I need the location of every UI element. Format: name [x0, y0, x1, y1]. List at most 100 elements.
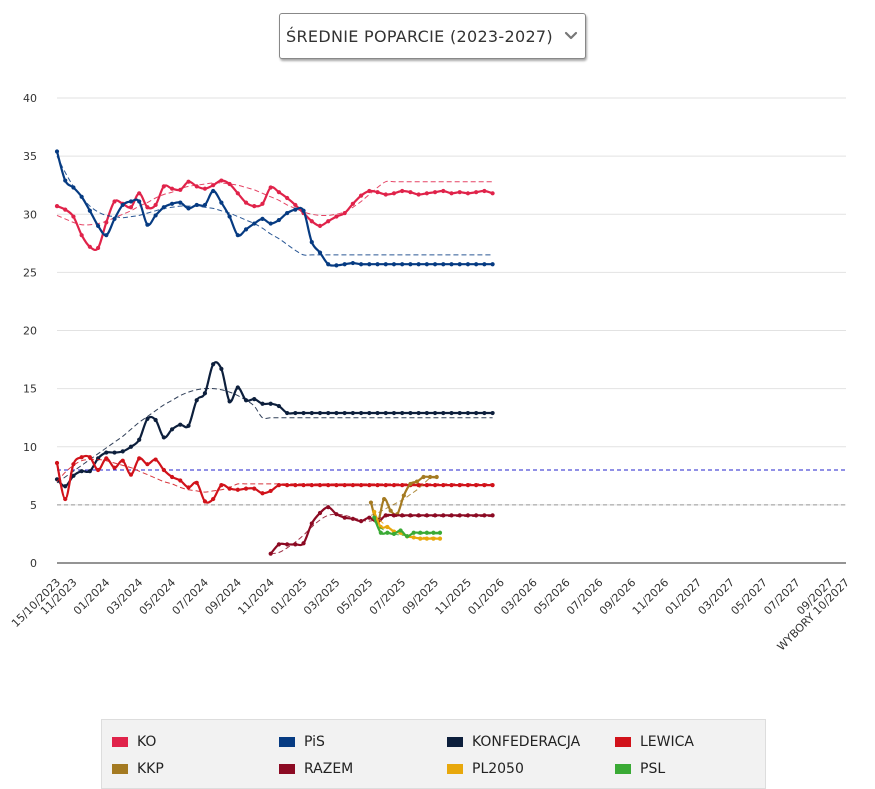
ko-point: [276, 190, 282, 195]
razem-point: [342, 515, 347, 520]
pis-point: [260, 216, 265, 221]
pl2050-point: [372, 509, 377, 514]
pl2050-point: [411, 535, 416, 540]
lewica-point: [375, 483, 380, 488]
ko-point: [416, 192, 421, 197]
lewica-point: [260, 491, 265, 496]
konfederacja-point: [63, 484, 68, 489]
ko-point: [465, 191, 471, 196]
legend-item-ko[interactable]: KO: [112, 734, 156, 750]
konfederacja-trend-line: [56, 387, 493, 484]
lewica-point: [178, 478, 183, 483]
ko-point: [161, 184, 166, 189]
kkp-point: [401, 493, 406, 498]
konfederacja-point: [482, 410, 487, 416]
legend-item-pis[interactable]: PiS: [279, 734, 325, 750]
pis-point: [424, 262, 429, 267]
ko-point: [169, 186, 175, 191]
razem-point: [309, 521, 314, 526]
lewica-point: [219, 483, 224, 488]
pis-point: [449, 262, 454, 267]
lewica-point: [63, 496, 68, 502]
razem-point: [358, 519, 364, 524]
razem-point: [301, 541, 306, 546]
lewica-point: [301, 483, 306, 488]
ko-point: [342, 210, 347, 216]
kkp-trend-line: [370, 477, 437, 516]
pl2050-point: [418, 536, 423, 541]
ko-point: [432, 190, 438, 195]
ko-point: [457, 190, 462, 195]
ko-point: [350, 201, 355, 206]
ko-point: [293, 202, 298, 208]
period-selector-dropdown[interactable]: ŚREDNIE POPARCIE (2023-2027): [279, 13, 586, 59]
legend-item-konfederacja[interactable]: KONFEDERACJA: [447, 734, 580, 750]
razem-point: [293, 542, 298, 547]
razem-point: [474, 513, 479, 518]
lewica-point: [153, 457, 158, 462]
pis-point: [95, 223, 101, 228]
ko-point: [79, 233, 84, 238]
ko-point: [137, 191, 142, 196]
y-tick-label: 10: [23, 441, 37, 454]
pis-point: [178, 200, 183, 205]
pis-point: [285, 210, 290, 216]
razem-point: [408, 513, 413, 518]
pis-point: [457, 262, 462, 267]
legend-swatch: [615, 737, 631, 747]
lewica-point: [235, 487, 240, 492]
razem-point: [334, 512, 339, 517]
konfederacja-point: [391, 410, 397, 416]
pis-point: [235, 233, 240, 238]
legend-swatch: [615, 764, 631, 774]
pis-point: [79, 194, 84, 199]
ko-point: [202, 186, 208, 191]
razem-point: [268, 551, 273, 556]
konfederacja-point: [153, 417, 158, 423]
pis-point: [293, 207, 298, 212]
y-tick-label: 15: [23, 383, 37, 396]
lewica-point: [317, 483, 323, 488]
ko-point: [128, 205, 134, 210]
pis-point: [350, 260, 355, 266]
lewica-point: [424, 483, 429, 488]
konfederacja-point: [334, 410, 339, 416]
pl2050-point: [385, 524, 390, 530]
konfederacja-point: [161, 435, 166, 440]
legend-label: PSL: [640, 761, 666, 777]
legend-item-kkp[interactable]: KKP: [112, 761, 164, 777]
lewica-point: [71, 462, 76, 467]
kkp-point: [368, 500, 374, 505]
ko-point: [95, 245, 101, 251]
lewica-point: [432, 483, 438, 488]
psl-point: [424, 530, 429, 535]
ko-series-line: [56, 179, 493, 252]
legend-swatch: [447, 737, 463, 747]
razem-point: [482, 513, 487, 518]
y-tick-label: 25: [23, 266, 37, 279]
period-selector-label: ŚREDNIE POPARCIE (2023-2027): [286, 26, 553, 46]
pis-point: [252, 221, 257, 226]
ko-point: [211, 183, 216, 188]
lewica-point: [194, 480, 199, 485]
konfederacja-point: [317, 410, 323, 416]
legend-item-psl[interactable]: PSL: [615, 761, 665, 777]
chart-legend: KO PiS KONFEDERACJA LEWICA KKP RAZEM PL2050 PSL: [101, 719, 766, 789]
ko-point: [309, 219, 314, 224]
ko-point: [375, 190, 380, 195]
konfederacja-point: [186, 423, 191, 428]
pis-point: [186, 206, 191, 211]
legend-item-lewica[interactable]: LEWICA: [615, 734, 694, 750]
lewica-point: [474, 483, 479, 488]
lewica-point: [169, 474, 175, 480]
konfederacja-point: [424, 410, 429, 416]
legend-item-pl2050[interactable]: PL2050: [447, 761, 524, 777]
konfederacja-point: [104, 450, 109, 455]
pis-point: [474, 262, 479, 267]
lewica-point: [79, 455, 84, 460]
legend-item-razem[interactable]: RAZEM: [279, 761, 353, 777]
lewica-point: [326, 483, 331, 488]
razem-point: [350, 516, 355, 521]
legend-label: PiS: [304, 734, 325, 750]
y-tick-label: 20: [23, 325, 37, 338]
